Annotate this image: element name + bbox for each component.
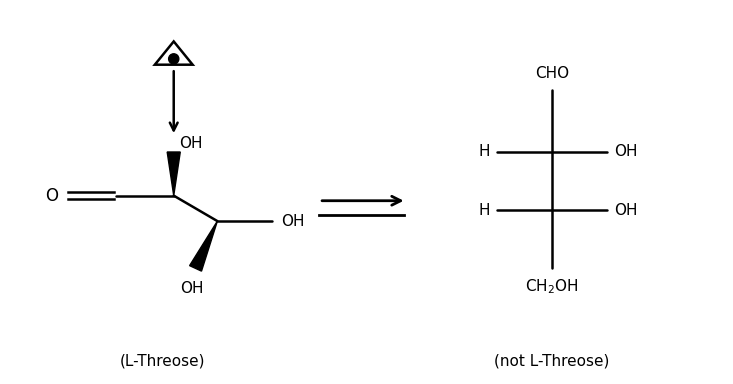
Text: CH$_2$OH: CH$_2$OH: [526, 277, 579, 296]
Text: CHO: CHO: [535, 66, 569, 81]
Circle shape: [169, 54, 179, 64]
Text: H: H: [479, 144, 490, 159]
Text: (not L-Threose): (not L-Threose): [494, 353, 610, 368]
Text: OH: OH: [281, 214, 304, 228]
Text: OH: OH: [180, 281, 204, 296]
Polygon shape: [167, 152, 180, 195]
Text: OH: OH: [180, 136, 203, 151]
Text: OH: OH: [614, 203, 637, 218]
Polygon shape: [190, 221, 218, 271]
Text: H: H: [479, 203, 490, 218]
Text: O: O: [45, 187, 58, 205]
Text: (L-Threose): (L-Threose): [120, 353, 205, 368]
Text: OH: OH: [614, 144, 637, 159]
